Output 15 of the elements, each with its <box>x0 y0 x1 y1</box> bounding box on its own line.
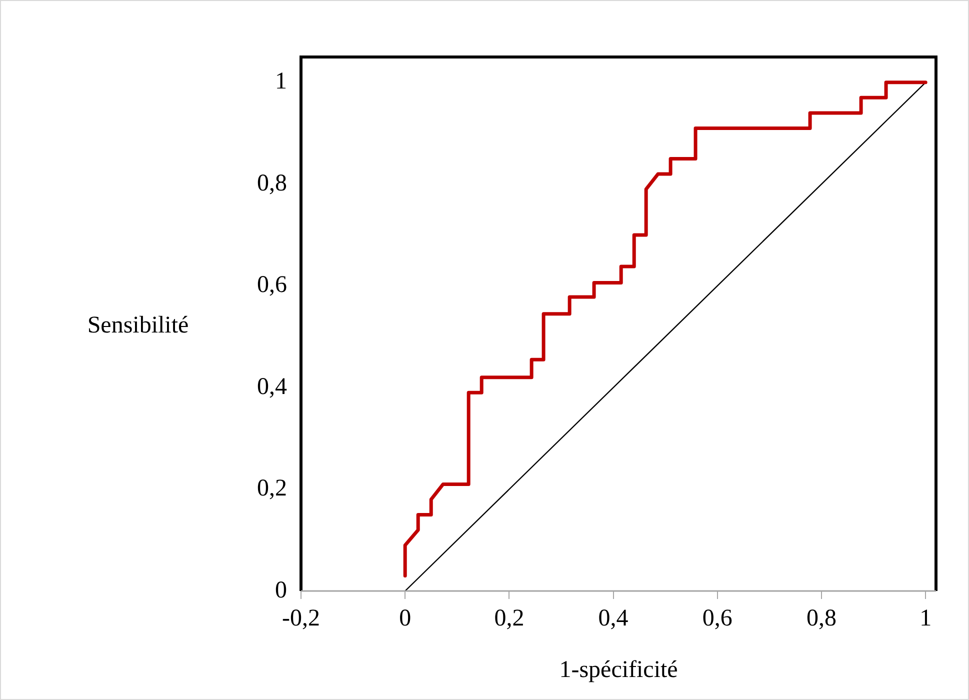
x-tick-label: 0,6 <box>702 606 732 632</box>
y-tick-label: 1 <box>275 68 287 95</box>
x-tick-label: 0,8 <box>806 606 836 632</box>
y-tick-label: 0,6 <box>257 272 287 298</box>
x-tick-label: 0,4 <box>598 606 628 632</box>
x-tick-label: 0,2 <box>494 606 524 632</box>
y-tick-label: 0,2 <box>257 476 287 502</box>
y-tick-label: 0,8 <box>257 170 287 196</box>
x-axis-title: 1-spécificité <box>559 656 678 683</box>
y-tick-label: 0,4 <box>257 374 287 400</box>
y-axis-title: Sensibilité <box>87 312 189 338</box>
y-tick-label: 0 <box>275 577 287 604</box>
x-tick-label: 0 <box>399 606 412 632</box>
x-tick-label: -0,2 <box>282 606 320 632</box>
x-tick-label: 1 <box>920 606 932 632</box>
